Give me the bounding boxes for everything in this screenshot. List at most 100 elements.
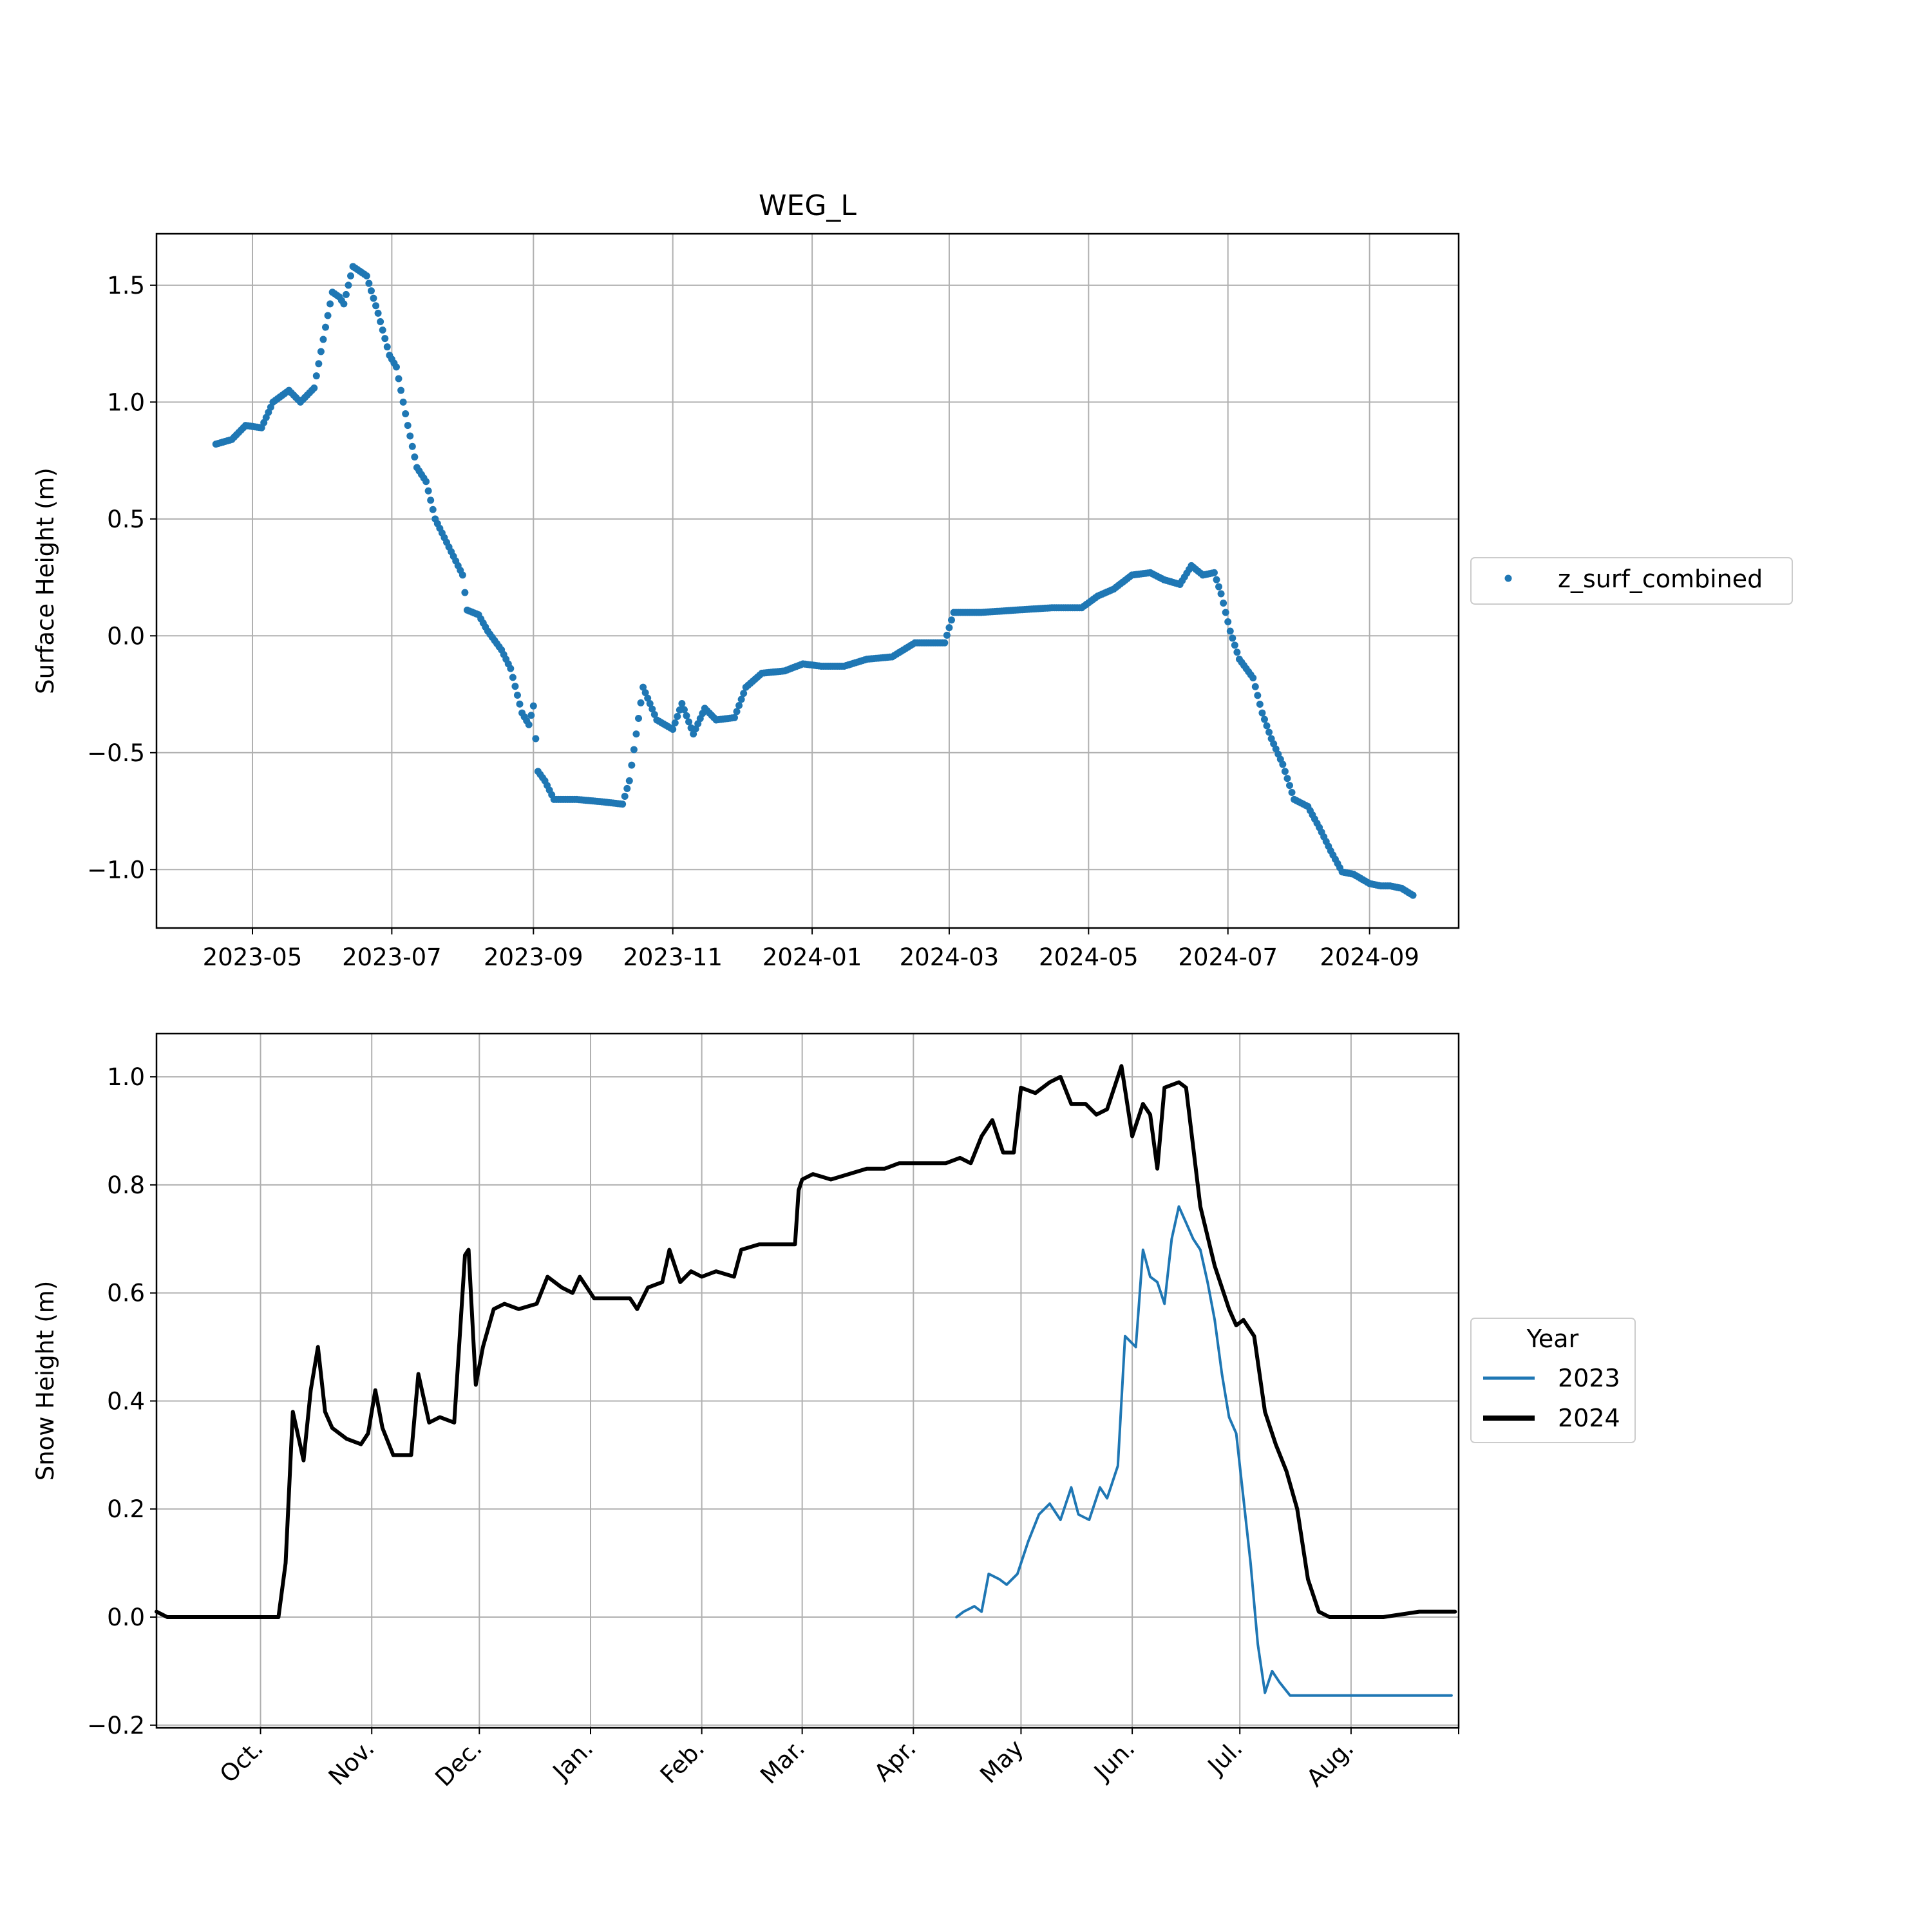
data-point <box>1231 641 1238 649</box>
grid <box>156 1034 1459 1728</box>
data-point <box>730 714 738 721</box>
legend-box <box>1470 557 1793 605</box>
data-point <box>377 317 384 325</box>
y-tick-label: −0.2 <box>87 1712 145 1739</box>
plot-frame <box>155 1032 1460 1729</box>
y-tick-label: 0.2 <box>107 1495 145 1523</box>
data-point <box>345 281 352 289</box>
y-tick-label: 1.5 <box>107 272 145 299</box>
data-point <box>363 272 370 279</box>
data-point <box>1283 775 1291 782</box>
data-point <box>461 589 469 596</box>
series-line-2024 <box>155 1064 1457 1619</box>
data-point <box>637 699 645 706</box>
legend-label-2023: 2023 <box>1558 1364 1620 1392</box>
data-point <box>641 689 649 697</box>
data-point <box>1265 728 1273 736</box>
data-point <box>342 290 350 298</box>
data-point <box>324 312 332 319</box>
data-point <box>402 410 410 417</box>
x-tick-label: 2024-01 <box>762 943 862 971</box>
y-axis-label: Surface Height (m) <box>32 468 59 694</box>
data-point <box>943 631 951 639</box>
grid <box>156 234 1459 928</box>
data-point <box>532 735 540 743</box>
data-point <box>422 478 430 486</box>
data-point <box>644 694 652 702</box>
plot-frame <box>155 232 1460 929</box>
data-point <box>509 674 516 681</box>
x-tick-label: 2023-05 <box>203 943 303 971</box>
y-tick-label: 0.8 <box>107 1171 145 1199</box>
data-point <box>1260 715 1268 723</box>
data-point <box>365 279 373 287</box>
data-point <box>737 696 745 703</box>
data-point <box>319 336 327 343</box>
data-point <box>395 375 402 383</box>
data-point <box>623 784 631 792</box>
data-point <box>650 710 658 718</box>
y-tick-label: −0.5 <box>87 739 145 767</box>
data-point <box>1263 722 1271 730</box>
data-lines <box>155 1064 1457 1697</box>
data-point <box>406 432 414 440</box>
data-point <box>1281 768 1289 775</box>
data-point <box>527 712 535 719</box>
data-point <box>678 700 686 708</box>
x-tick-label: 2023-09 <box>484 943 583 971</box>
y-tick-label: 0.4 <box>107 1387 145 1415</box>
chart-title: WEG_L <box>759 189 857 222</box>
data-point <box>1213 576 1220 583</box>
x-axis-ticks: 2023-05 2023-07 2023-09 2023-11 2024-01 2024-… <box>203 928 1419 971</box>
data-point <box>639 683 647 691</box>
data-point <box>383 343 391 351</box>
data-point <box>1288 788 1296 796</box>
data-point <box>408 442 416 450</box>
y-tick-label: 0.0 <box>107 1604 145 1631</box>
data-point <box>669 725 677 733</box>
data-point <box>1233 649 1241 656</box>
data-point <box>310 384 318 392</box>
y-tick-label: 0.6 <box>107 1280 145 1307</box>
data-point <box>347 272 355 279</box>
y-tick-label: 1.0 <box>107 388 145 416</box>
x-tick-label: 2024-07 <box>1178 943 1278 971</box>
data-point <box>312 372 320 380</box>
surface-height-panel: 2023-05 2023-07 2023-09 2023-11 2024-01 2024-… <box>32 189 1793 971</box>
data-point <box>459 571 466 579</box>
data-point <box>399 398 407 406</box>
data-point <box>619 800 627 808</box>
y-tick-label: 1.0 <box>107 1063 145 1091</box>
data-point <box>680 706 688 714</box>
legend-title: Year <box>1526 1325 1579 1353</box>
y-tick-label: 0.0 <box>107 622 145 650</box>
data-point <box>634 715 642 723</box>
data-point <box>370 294 377 302</box>
data-point <box>315 360 323 368</box>
data-point <box>625 777 633 784</box>
data-point <box>1254 692 1262 699</box>
data-point <box>1258 709 1266 717</box>
data-point <box>340 300 348 308</box>
data-point <box>1279 761 1287 768</box>
y-tick-label: 0.5 <box>107 506 145 533</box>
x-tick-label: 2023-07 <box>342 943 442 971</box>
data-point <box>367 287 375 295</box>
data-point <box>511 683 519 690</box>
legend-label: z_surf_combined <box>1558 565 1763 593</box>
data-point <box>507 665 515 672</box>
snow-height-panel: Oct. Nov. Dec. Jan. Feb. Mar. Apr. May Jun. Jul. A… <box>32 1032 1636 1792</box>
data-point <box>1224 618 1232 626</box>
y-axis-label: Snow Height (m) <box>32 1281 59 1481</box>
data-point <box>685 718 693 726</box>
data-point <box>513 691 521 699</box>
data-point <box>516 700 524 708</box>
y-tick-label: −1.0 <box>87 856 145 884</box>
data-point <box>379 327 386 334</box>
x-tick-label: 2024-03 <box>900 943 999 971</box>
data-point <box>1222 609 1229 616</box>
data-point <box>392 363 400 371</box>
data-point <box>632 730 640 738</box>
data-point <box>1251 683 1259 690</box>
data-point <box>646 700 654 708</box>
